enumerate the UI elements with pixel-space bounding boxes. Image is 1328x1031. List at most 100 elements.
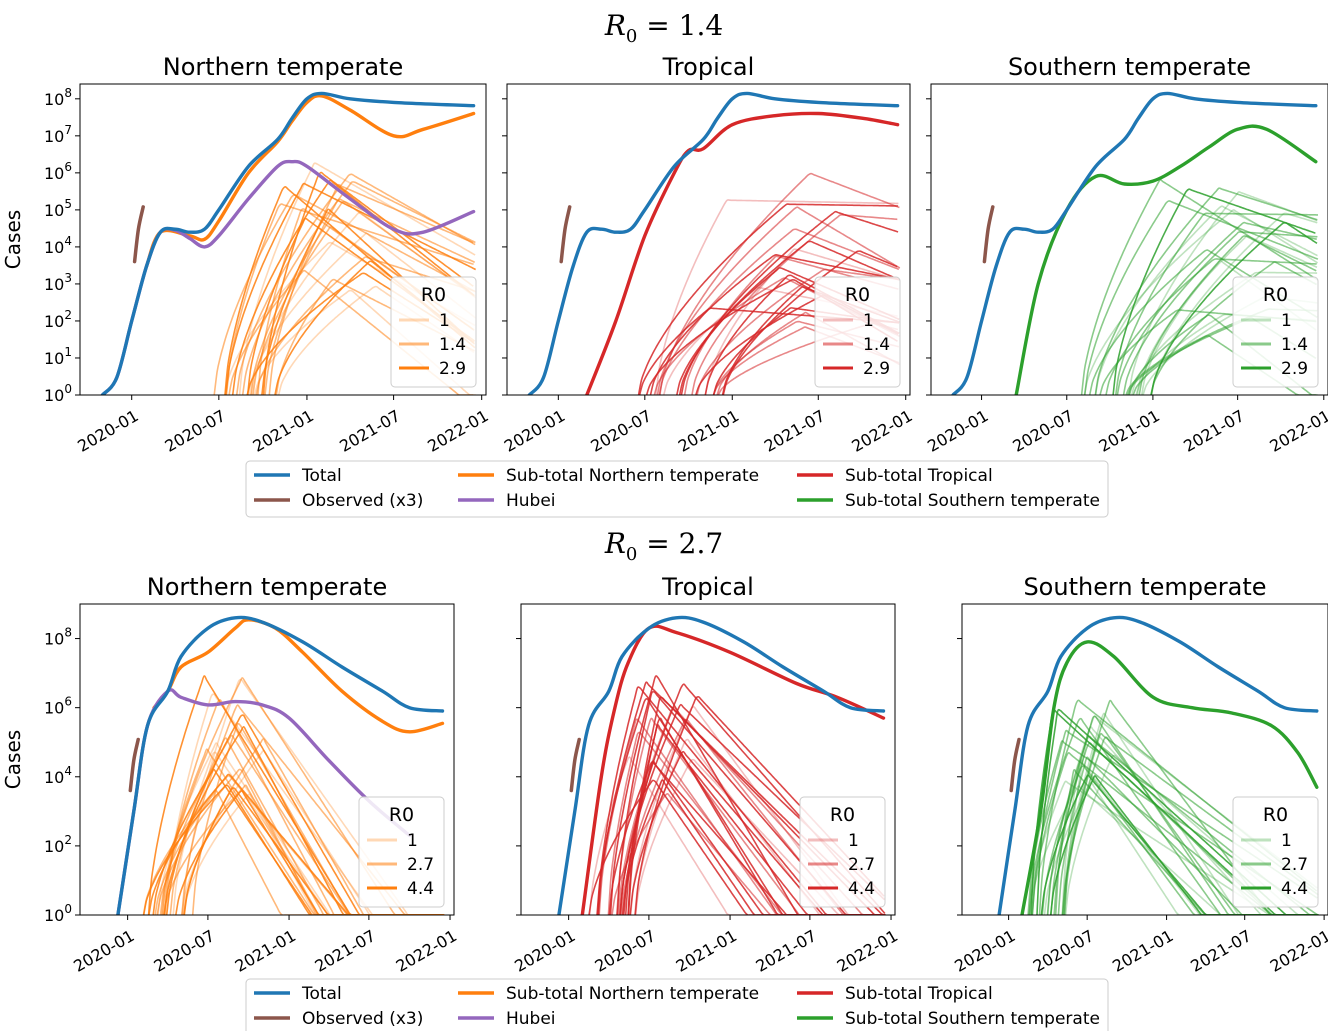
- main-legend: Total Observed (x3) Sub-total Northern tem…: [245, 460, 1109, 518]
- x-tick-label: 2020-01: [70, 926, 137, 976]
- main-legend-label: Sub-total Northern temperate: [506, 984, 759, 1004]
- country-trajectory: [172, 751, 444, 915]
- x-tick-label: 2021-07: [336, 406, 403, 456]
- main-legend-label: Observed (x3): [302, 491, 423, 511]
- country-trajectory: [656, 206, 901, 395]
- x-tick-label: 2020-01: [951, 926, 1018, 976]
- r0-legend-title: R0: [830, 804, 855, 826]
- y-tick-label: 106: [44, 695, 72, 718]
- x-tick-label: 2020-01: [511, 926, 578, 976]
- country-trajectory: [588, 779, 886, 915]
- country-trajectory: [1094, 187, 1318, 395]
- country-trajectory: [1049, 775, 1318, 915]
- r0-legend-title: R0: [421, 284, 446, 306]
- country-trajectory: [1028, 785, 1317, 915]
- country-trajectory: [1112, 188, 1316, 395]
- main-legend-label: Sub-total Southern temperate: [845, 1009, 1100, 1029]
- r0-legend: R0 1 1.4 2.9: [814, 276, 901, 388]
- series-line-observed-x3-: [569, 737, 581, 793]
- series-line-observed-x3-: [128, 737, 140, 793]
- country-trajectory: [142, 774, 443, 915]
- country-trajectory: [588, 756, 884, 915]
- country-trajectory: [629, 750, 885, 915]
- country-trajectory: [616, 717, 885, 915]
- main-legend-label: Sub-total Tropical: [845, 466, 993, 486]
- country-trajectory: [154, 789, 444, 915]
- series-line-sub-total-southern-temperate: [1014, 124, 1318, 395]
- country-trajectory: [607, 731, 884, 915]
- r0-legend-label: 2.7: [1281, 855, 1308, 875]
- x-tick-label: 2021-01: [232, 926, 299, 976]
- figure-title: R0 = 1.4: [604, 9, 723, 47]
- x-tick-label: 2020-07: [161, 406, 228, 456]
- country-trajectory: [164, 699, 443, 915]
- x-tick-label: 2021-07: [1187, 926, 1254, 976]
- series-line-observed-x3-: [132, 205, 145, 264]
- country-trajectory: [627, 717, 886, 915]
- series-line-total: [527, 91, 900, 395]
- main-legend: Total Observed (x3) Sub-total Northern tem…: [245, 978, 1109, 1031]
- country-trajectory: [1061, 712, 1317, 915]
- country-trajectory: [182, 793, 443, 915]
- main-legend-label: Hubei: [506, 1009, 556, 1029]
- country-trajectory: [634, 758, 885, 915]
- r0-legend-label: 1: [848, 831, 859, 851]
- r0-legend-box: [1232, 796, 1319, 908]
- r0-legend-title: R0: [1263, 804, 1288, 826]
- country-trajectory: [1150, 221, 1318, 395]
- x-tick-label: 2022-01: [834, 926, 901, 976]
- country-trajectory: [616, 690, 885, 915]
- x-tick-label: 2022-01: [1266, 406, 1328, 456]
- r0-legend: R0 1 2.7 4.4: [1232, 796, 1319, 908]
- y-tick-label: 101: [44, 345, 72, 368]
- country-trajectory: [241, 181, 476, 395]
- x-tick-label: 2022-01: [848, 406, 915, 456]
- x-tick-label: 2021-01: [675, 406, 742, 456]
- x-tick-label: 2022-01: [393, 926, 460, 976]
- y-tick-label: 102: [44, 833, 72, 856]
- country-trajectory: [162, 677, 444, 915]
- x-tick-label: 2021-07: [1180, 406, 1247, 456]
- country-trajectory: [658, 228, 900, 395]
- axes-frame: [930, 83, 1328, 396]
- x-tick-label: 2020-07: [1030, 926, 1097, 976]
- country-trajectory: [609, 675, 886, 915]
- series-line-sub-total-southern-temperate: [1020, 640, 1319, 915]
- country-trajectory: [1131, 271, 1318, 395]
- y-tick-label: 103: [44, 271, 72, 294]
- country-trajectory: [183, 738, 444, 915]
- country-trajectory: [1061, 759, 1319, 915]
- y-tick-label: 105: [44, 197, 72, 220]
- country-trajectory: [250, 200, 476, 395]
- r0-legend-box: [390, 276, 477, 388]
- panel-title: Southern temperate: [1023, 573, 1266, 601]
- country-trajectory: [162, 784, 445, 915]
- axes-frame: [79, 83, 487, 396]
- main-legend-label: Sub-total Northern temperate: [506, 466, 759, 486]
- country-trajectory: [225, 203, 474, 395]
- r0-legend-label: 4.4: [1281, 879, 1308, 899]
- country-trajectory: [1116, 221, 1318, 395]
- country-trajectory: [1094, 205, 1318, 395]
- country-trajectory: [1057, 756, 1318, 915]
- panel-northern-temperate: Northern temperate 100 101 102 103 104 105 106 1…: [1, 53, 492, 456]
- x-tick-label: 2022-01: [424, 406, 491, 456]
- axes-frame: [961, 603, 1328, 916]
- r0-legend-label: 1.4: [439, 335, 466, 355]
- country-trajectory: [161, 748, 443, 915]
- main-legend-label: Total: [301, 466, 342, 486]
- y-tick-label: 100: [44, 902, 72, 925]
- r0-legend-label: 1: [1281, 311, 1292, 331]
- r0-legend-box: [1232, 276, 1319, 388]
- r0-legend-label: 1.4: [1281, 335, 1308, 355]
- series-line-total: [116, 615, 445, 915]
- y-tick-label: 104: [44, 764, 72, 787]
- country-trajectory: [152, 768, 445, 915]
- country-trajectory: [147, 675, 443, 915]
- r0-legend: R0 1 2.7 4.4: [358, 796, 445, 908]
- country-trajectory: [231, 179, 475, 395]
